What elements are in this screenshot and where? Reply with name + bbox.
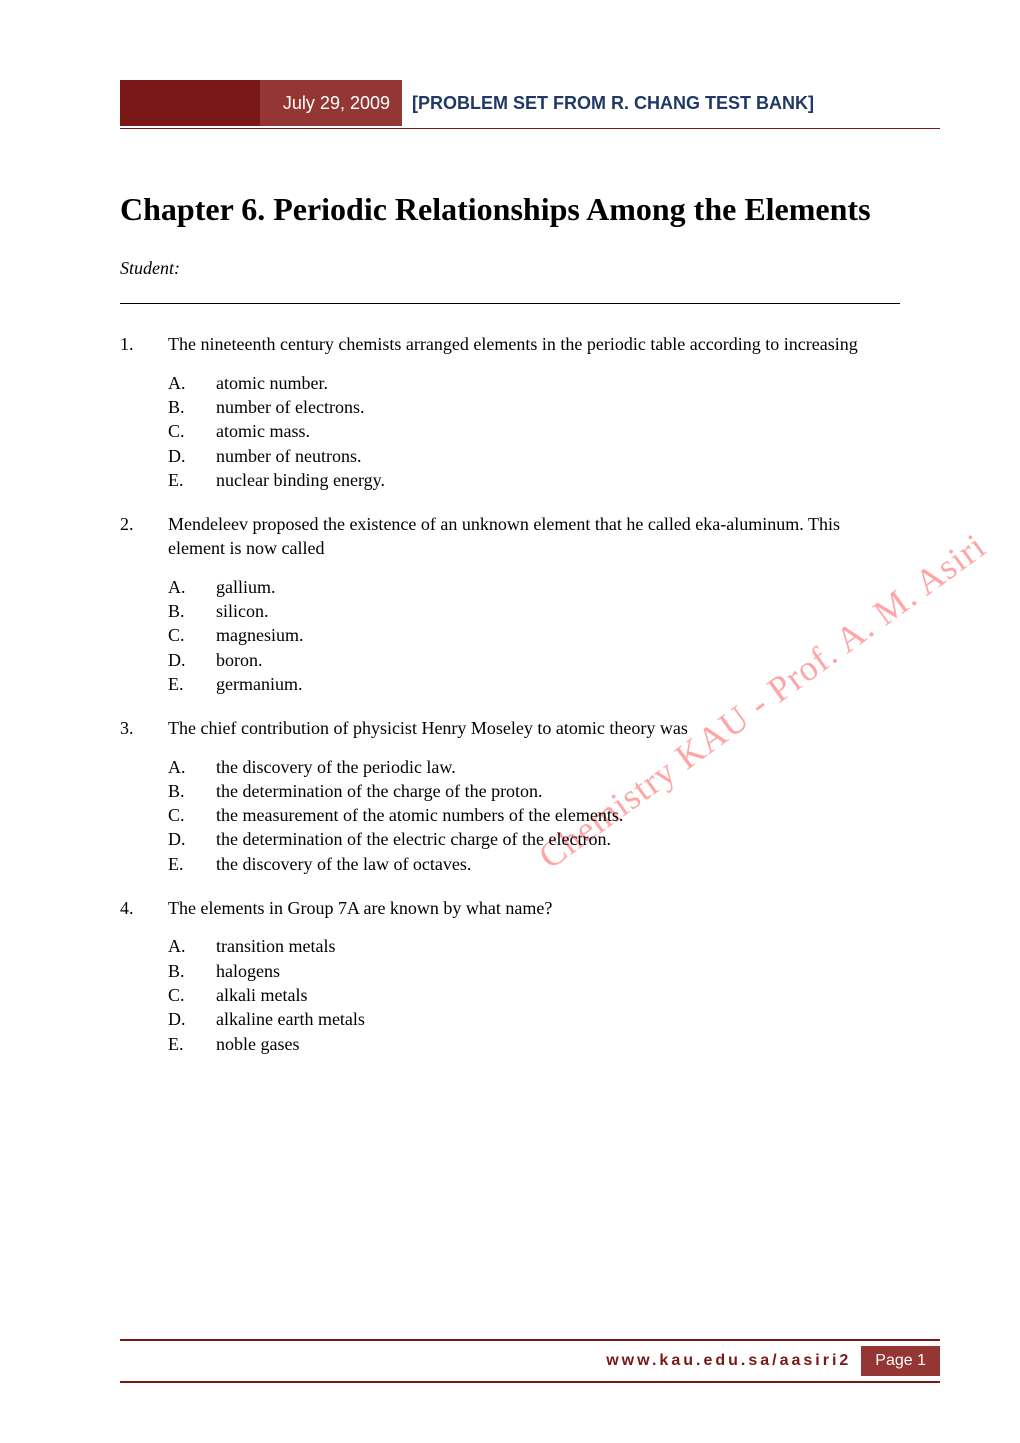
option-letter: D. [168, 827, 216, 851]
student-label: Student: [120, 258, 900, 279]
option-text: alkali metals [216, 983, 307, 1007]
option-text: the discovery of the periodic law. [216, 755, 456, 779]
option-e: E.germanium. [168, 672, 900, 696]
option-text: magnesium. [216, 623, 304, 647]
footer-bar: www.kau.edu.sa/aasiri2 Page 1 [120, 1339, 940, 1383]
option-c: C.the measurement of the atomic numbers … [168, 803, 900, 827]
option-text: silicon. [216, 599, 269, 623]
option-a: A.the discovery of the periodic law. [168, 755, 900, 779]
question-4: 4. The elements in Group 7A are known by… [120, 896, 900, 1070]
student-name-line [120, 279, 900, 304]
option-letter: C. [168, 983, 216, 1007]
header-date: July 29, 2009 [260, 80, 402, 126]
option-a: A.transition metals [168, 934, 900, 958]
option-letter: C. [168, 803, 216, 827]
header-bar: July 29, 2009 [PROBLEM SET FROM R. CHANG… [120, 80, 940, 126]
option-b: B.silicon. [168, 599, 900, 623]
option-letter: E. [168, 672, 216, 696]
option-text: boron. [216, 648, 263, 672]
option-letter: B. [168, 599, 216, 623]
question-number: 1. [120, 332, 168, 506]
option-letter: E. [168, 468, 216, 492]
option-text: number of electrons. [216, 395, 364, 419]
option-letter: B. [168, 959, 216, 983]
question-number: 3. [120, 716, 168, 890]
option-text: gallium. [216, 575, 276, 599]
question-body: The elements in Group 7A are known by wh… [168, 896, 900, 1070]
content-area: Chapter 6. Periodic Relationships Among … [120, 190, 900, 1076]
header-title: [PROBLEM SET FROM R. CHANG TEST BANK] [402, 80, 940, 126]
option-c: C.atomic mass. [168, 419, 900, 443]
option-a: A.atomic number. [168, 371, 900, 395]
document-page: July 29, 2009 [PROBLEM SET FROM R. CHANG… [0, 0, 1020, 1443]
option-c: C.magnesium. [168, 623, 900, 647]
chapter-title: Chapter 6. Periodic Relationships Among … [120, 190, 900, 228]
question-2: 2. Mendeleev proposed the existence of a… [120, 512, 900, 710]
footer-page-number: Page 1 [861, 1346, 940, 1376]
option-text: halogens [216, 959, 280, 983]
options-list: A.the discovery of the periodic law. B.t… [168, 755, 900, 876]
option-text: transition metals [216, 934, 335, 958]
option-d: D.boron. [168, 648, 900, 672]
option-c: C.alkali metals [168, 983, 900, 1007]
option-text: the determination of the charge of the p… [216, 779, 543, 803]
option-d: D.number of neutrons. [168, 444, 900, 468]
option-letter: A. [168, 371, 216, 395]
option-b: B.halogens [168, 959, 900, 983]
option-letter: B. [168, 395, 216, 419]
option-letter: A. [168, 755, 216, 779]
option-letter: D. [168, 1007, 216, 1031]
options-list: A.gallium. B.silicon. C.magnesium. D.bor… [168, 575, 900, 696]
option-letter: C. [168, 623, 216, 647]
option-text: the determination of the electric charge… [216, 827, 611, 851]
option-e: E.the discovery of the law of octaves. [168, 852, 900, 876]
option-letter: A. [168, 575, 216, 599]
question-stem: The nineteenth century chemists arranged… [168, 334, 858, 354]
option-text: number of neutrons. [216, 444, 361, 468]
question-body: Mendeleev proposed the existence of an u… [168, 512, 900, 710]
option-d: D.alkaline earth metals [168, 1007, 900, 1031]
option-letter: D. [168, 648, 216, 672]
option-letter: C. [168, 419, 216, 443]
footer-url: www.kau.edu.sa/aasiri2 [606, 1352, 861, 1370]
option-text: the discovery of the law of octaves. [216, 852, 471, 876]
option-letter: D. [168, 444, 216, 468]
question-stem: The chief contribution of physicist Henr… [168, 718, 688, 738]
option-b: B.number of electrons. [168, 395, 900, 419]
header-accent-block [120, 80, 260, 126]
question-number: 4. [120, 896, 168, 1070]
option-letter: E. [168, 1032, 216, 1056]
question-body: The chief contribution of physicist Henr… [168, 716, 900, 890]
question-1: 1. The nineteenth century chemists arran… [120, 332, 900, 506]
option-e: E.noble gases [168, 1032, 900, 1056]
header-underline [120, 128, 940, 129]
option-text: nuclear binding energy. [216, 468, 385, 492]
option-text: noble gases [216, 1032, 299, 1056]
option-text: the measurement of the atomic numbers of… [216, 803, 623, 827]
question-stem: The elements in Group 7A are known by wh… [168, 898, 552, 918]
option-text: alkaline earth metals [216, 1007, 365, 1031]
option-text: germanium. [216, 672, 302, 696]
question-3: 3. The chief contribution of physicist H… [120, 716, 900, 890]
question-number: 2. [120, 512, 168, 710]
options-list: A.transition metals B.halogens C.alkali … [168, 934, 900, 1055]
option-text: atomic mass. [216, 419, 310, 443]
option-a: A.gallium. [168, 575, 900, 599]
option-e: E.nuclear binding energy. [168, 468, 900, 492]
question-stem: Mendeleev proposed the existence of an u… [168, 514, 840, 558]
option-d: D.the determination of the electric char… [168, 827, 900, 851]
option-letter: B. [168, 779, 216, 803]
option-letter: A. [168, 934, 216, 958]
option-text: atomic number. [216, 371, 328, 395]
option-letter: E. [168, 852, 216, 876]
option-b: B.the determination of the charge of the… [168, 779, 900, 803]
options-list: A.atomic number. B.number of electrons. … [168, 371, 900, 492]
question-body: The nineteenth century chemists arranged… [168, 332, 900, 506]
